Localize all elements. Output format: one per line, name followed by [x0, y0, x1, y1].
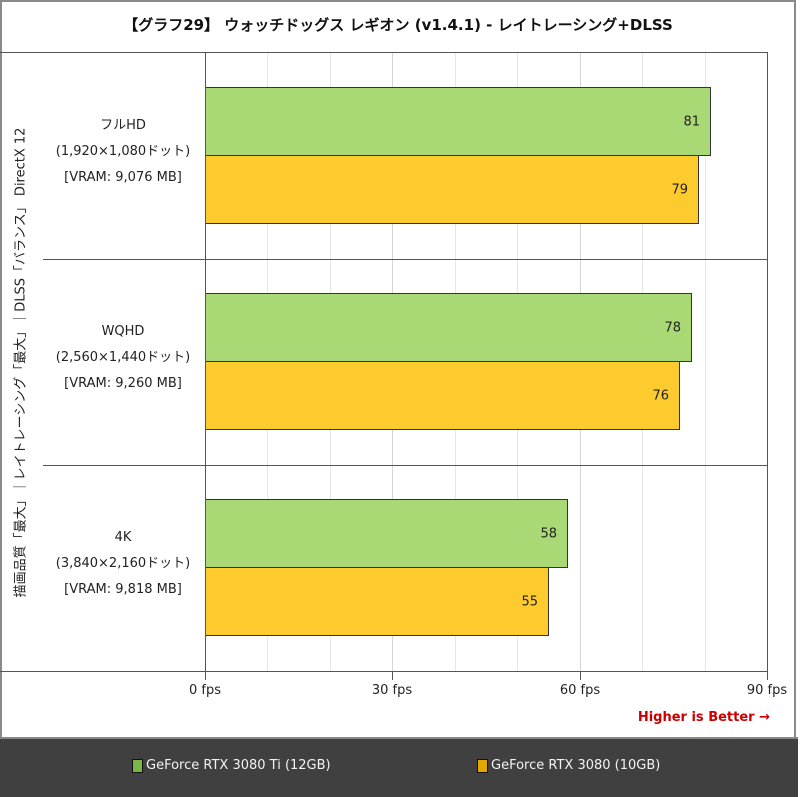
bar-value: 76: [652, 388, 669, 403]
tick-0: [205, 671, 206, 680]
category-resolution: (3,840×2,160ドット): [55, 556, 191, 571]
higher-is-better-note: Higher is Better →: [637, 710, 770, 725]
category-vram: [VRAM: 9,076 MB]: [64, 170, 182, 185]
value-axis-line: [0, 671, 768, 672]
legend-label: GeForce RTX 3080 (10GB): [491, 758, 661, 773]
bar-wqhd-3080ti: 78: [205, 293, 692, 362]
bar-value: 81: [683, 114, 700, 129]
gridline-80: [705, 53, 706, 671]
plot-right-border: [767, 52, 768, 672]
category-label-4k: 4K (3,840×2,160ドット) [VRAM: 9,818 MB]: [43, 525, 203, 603]
legend-swatch-yellow-icon: [477, 758, 488, 773]
category-name: フルHD: [100, 118, 146, 133]
category-label-fullhd: フルHD (1,920×1,080ドット) [VRAM: 9,076 MB]: [43, 113, 203, 191]
tick-label-0: 0 fps: [188, 683, 221, 698]
category-resolution: (2,560×1,440ドット): [55, 350, 191, 365]
tick-30: [392, 671, 393, 680]
tick-90: [767, 671, 768, 680]
category-name: 4K: [114, 530, 132, 545]
category-vram: [VRAM: 9,260 MB]: [64, 376, 182, 391]
legend-swatch-green-icon: [132, 758, 143, 773]
bar-value: 78: [664, 320, 681, 335]
legend-item-3080: GeForce RTX 3080 (10GB): [477, 758, 660, 773]
tick-label-30: 30 fps: [371, 683, 413, 698]
legend: GeForce RTX 3080 Ti (12GB) GeForce RTX 3…: [0, 737, 798, 797]
group-separator: [43, 259, 768, 260]
bar-fullhd-3080ti: 81: [205, 87, 711, 156]
category-resolution: (1,920×1,080ドット): [55, 144, 191, 159]
bar-value: 55: [521, 594, 538, 609]
legend-item-3080ti: GeForce RTX 3080 Ti (12GB): [132, 758, 331, 773]
bar-wqhd-3080: 76: [205, 361, 680, 430]
bar-value: 58: [540, 526, 557, 541]
bar-fullhd-3080: 79: [205, 155, 699, 224]
category-axis-line: [205, 52, 206, 680]
bar-4k-3080: 55: [205, 567, 549, 636]
bar-value: 79: [671, 182, 688, 197]
category-label-wqhd: WQHD (2,560×1,440ドット) [VRAM: 9,260 MB]: [43, 319, 203, 397]
tick-label-90: 90 fps: [746, 683, 788, 698]
group-separator: [43, 465, 768, 466]
plot-top-border: [0, 52, 768, 53]
settings-axis-label: 描画品質「最大」｜レイトレーシング「最大」｜DLSS「バランス」 DirectX…: [5, 53, 33, 671]
chart-title: 【グラフ29】 ウォッチドッグス レギオン (v1.4.1) - レイトレーシン…: [123, 16, 673, 34]
tick-label-60: 60 fps: [559, 683, 601, 698]
settings-label-text: 描画品質「最大」｜レイトレーシング「最大」｜DLSS「バランス」 DirectX…: [13, 127, 29, 597]
category-vram: [VRAM: 9,818 MB]: [64, 582, 182, 597]
tick-60: [580, 671, 581, 680]
category-name: WQHD: [101, 324, 145, 339]
legend-label: GeForce RTX 3080 Ti (12GB): [146, 758, 331, 773]
bar-4k-3080ti: 58: [205, 499, 568, 568]
